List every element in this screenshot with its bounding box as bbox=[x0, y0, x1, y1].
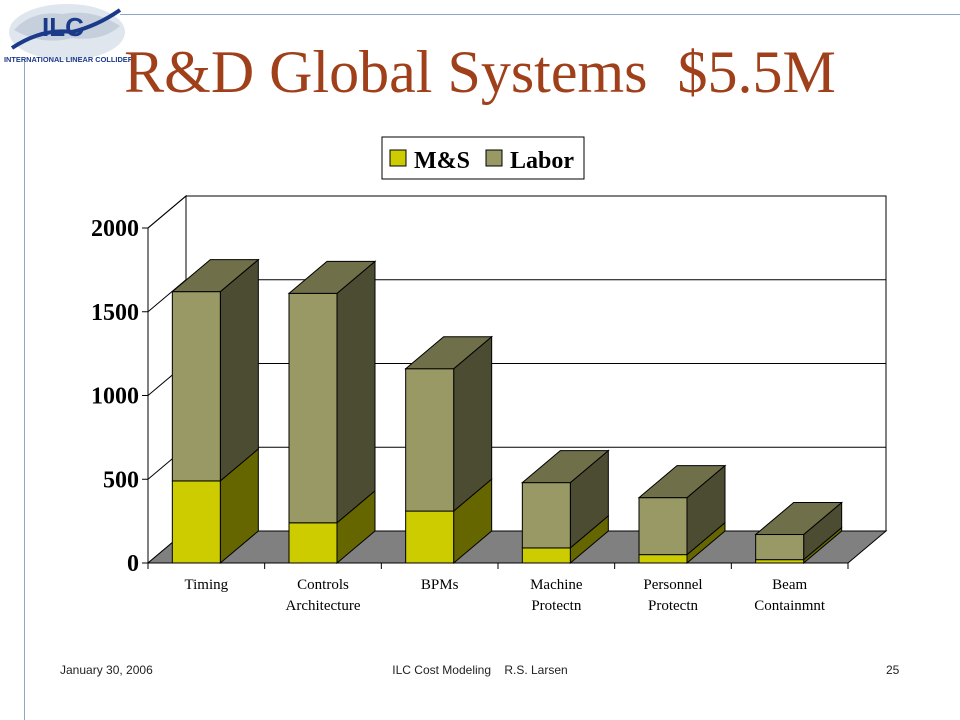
bar-side bbox=[336, 260, 376, 524]
ilc-logo: ILC INTERNATIONAL LINEAR COLLIDER bbox=[4, 4, 132, 64]
y-tick-label: 2000 bbox=[91, 216, 139, 242]
x-tick-label: Containmnt bbox=[754, 598, 826, 614]
bar-personnel-protectn bbox=[637, 464, 727, 565]
svg-text:ILC: ILC bbox=[42, 12, 84, 42]
x-tick-label: Personnel bbox=[643, 577, 702, 593]
bar-segment-ms bbox=[638, 554, 688, 564]
bar-beam-containmnt bbox=[754, 501, 844, 565]
x-tick-label: Timing bbox=[185, 577, 229, 593]
x-tick-label: Architecture bbox=[286, 598, 361, 614]
side-rule bbox=[24, 60, 25, 720]
bar-machine-protectn bbox=[520, 449, 610, 565]
legend-swatch bbox=[389, 149, 407, 167]
y-tick-label: 1500 bbox=[91, 300, 139, 326]
bar-segment-labor bbox=[405, 368, 455, 512]
bar-segment-ms bbox=[288, 522, 338, 564]
bar-segment-labor bbox=[755, 534, 805, 561]
legend-label: M&S bbox=[414, 148, 470, 174]
legend-swatch bbox=[485, 149, 503, 167]
bar-controls-architecture bbox=[287, 260, 377, 565]
bar-top bbox=[404, 336, 494, 370]
logo-text: INTERNATIONAL LINEAR COLLIDER bbox=[4, 55, 132, 64]
bar-segment-ms bbox=[171, 480, 221, 564]
footer-center: ILC Cost Modeling R.S. Larsen bbox=[392, 663, 568, 677]
page-number: 25 bbox=[886, 663, 900, 677]
y-tick-label: 500 bbox=[103, 467, 139, 493]
bar-segment-ms bbox=[521, 547, 571, 564]
bar-side bbox=[219, 258, 259, 482]
bar-bpms bbox=[404, 335, 494, 565]
y-tick-label: 1000 bbox=[91, 384, 139, 410]
x-tick-label: Machine bbox=[530, 577, 583, 593]
x-tick-label: Beam bbox=[772, 577, 807, 593]
gridline-side bbox=[147, 195, 187, 229]
x-tick-label: Protectn bbox=[531, 598, 581, 614]
bar-top bbox=[754, 502, 844, 536]
y-tick-label: 0 bbox=[127, 551, 139, 577]
chart-legend: M&S Labor bbox=[381, 136, 585, 180]
top-rule bbox=[120, 14, 960, 15]
bar-segment-ms bbox=[755, 559, 805, 564]
bar-segment-labor bbox=[288, 292, 338, 524]
legend-box bbox=[381, 136, 585, 180]
footer-date: January 30, 2006 bbox=[60, 663, 153, 677]
bar-top bbox=[637, 465, 727, 499]
slide-title: R&D Global Systems $5.5M bbox=[124, 39, 836, 105]
legend-label: Labor bbox=[510, 148, 574, 174]
bar-segment-ms bbox=[405, 510, 455, 564]
bar-segment-labor bbox=[521, 482, 571, 549]
x-tick-label: BPMs bbox=[421, 577, 459, 593]
bar-top bbox=[520, 450, 610, 484]
x-tick-label: Protectn bbox=[648, 598, 698, 614]
bar-segment-labor bbox=[171, 291, 221, 482]
x-tick-label: Controls bbox=[297, 577, 349, 593]
bar-top bbox=[170, 259, 260, 293]
bar-segment-labor bbox=[638, 497, 688, 556]
bar-top bbox=[287, 260, 377, 294]
bar-timing bbox=[170, 258, 260, 565]
